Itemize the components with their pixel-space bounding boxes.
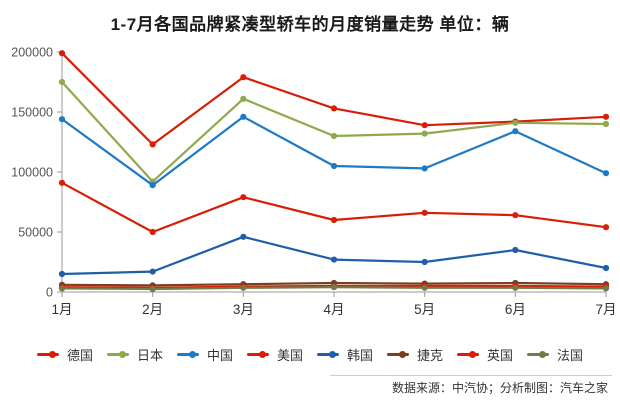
source-divider (330, 375, 612, 376)
svg-text:2月: 2月 (142, 302, 163, 317)
legend-label: 中国 (206, 348, 233, 363)
legend-item-美国[interactable]: 美国 (246, 345, 303, 364)
legend-swatch-icon (106, 353, 129, 356)
chart-plot-area: 0 50000 100000 150000 200000 1月 2月 3月 4月 5月 6月 7月 (0, 42, 620, 332)
legend-item-捷克[interactable]: 捷克 (387, 345, 443, 364)
legend-label: 日本 (136, 348, 163, 363)
legend-swatch-icon (176, 353, 199, 356)
line-chart-svg: 0 50000 100000 150000 200000 1月 2月 3月 4月 5月 6月 7月 (11, 46, 616, 318)
svg-text:1月: 1月 (51, 302, 72, 317)
legend-item-中国[interactable]: 中国 (176, 345, 233, 364)
legend-marker-icon (48, 351, 56, 358)
svg-text:150000: 150000 (11, 106, 53, 120)
legend-label: 德国 (66, 348, 93, 363)
legend-swatch-icon (246, 353, 269, 356)
svg-text:50000: 50000 (18, 226, 53, 240)
svg-text:4月: 4月 (323, 302, 344, 317)
legend-item-韩国[interactable]: 韩国 (317, 345, 373, 364)
svg-text:100000: 100000 (11, 166, 53, 180)
legend-item-英国[interactable]: 英国 (457, 345, 513, 364)
legend-swatch-icon (317, 353, 339, 356)
legend-marker-icon (539, 351, 547, 358)
legend-label: 捷克 (417, 348, 444, 363)
legend-label: 美国 (276, 348, 303, 363)
legend-marker-icon (329, 351, 336, 358)
legend-marker-icon (258, 351, 266, 358)
svg-text:0: 0 (46, 286, 53, 300)
legend-swatch-icon (457, 353, 480, 356)
svg-text:5月: 5月 (414, 302, 435, 317)
legend-label: 法国 (557, 348, 584, 363)
chart-title: 1-7月各国品牌紧凑型轿车的月度销量走势 单位：辆 (110, 15, 510, 34)
chart-legend: 德国 日本 中国 美国 韩国 捷克 英国 法国 (0, 345, 620, 364)
legend-marker-icon (399, 351, 407, 358)
legend-item-法国[interactable]: 法国 (527, 345, 583, 364)
legend-item-德国[interactable]: 德国 (36, 345, 93, 364)
legend-marker-icon (118, 351, 126, 358)
legend-marker-icon (188, 351, 196, 358)
svg-text:200000: 200000 (11, 46, 53, 60)
legend-label: 英国 (487, 348, 514, 363)
svg-text:7月: 7月 (595, 302, 616, 317)
legend-swatch-icon (527, 353, 550, 356)
legend-swatch-icon (36, 353, 59, 356)
source-note: 数据来源：中汽协；分析制图：汽车之家 (391, 381, 608, 395)
legend-swatch-icon (387, 353, 410, 356)
svg-text:6月: 6月 (505, 302, 526, 317)
svg-text:3月: 3月 (233, 302, 254, 317)
legend-label: 韩国 (347, 348, 374, 363)
legend-marker-icon (469, 351, 477, 358)
legend-item-日本[interactable]: 日本 (106, 345, 163, 364)
